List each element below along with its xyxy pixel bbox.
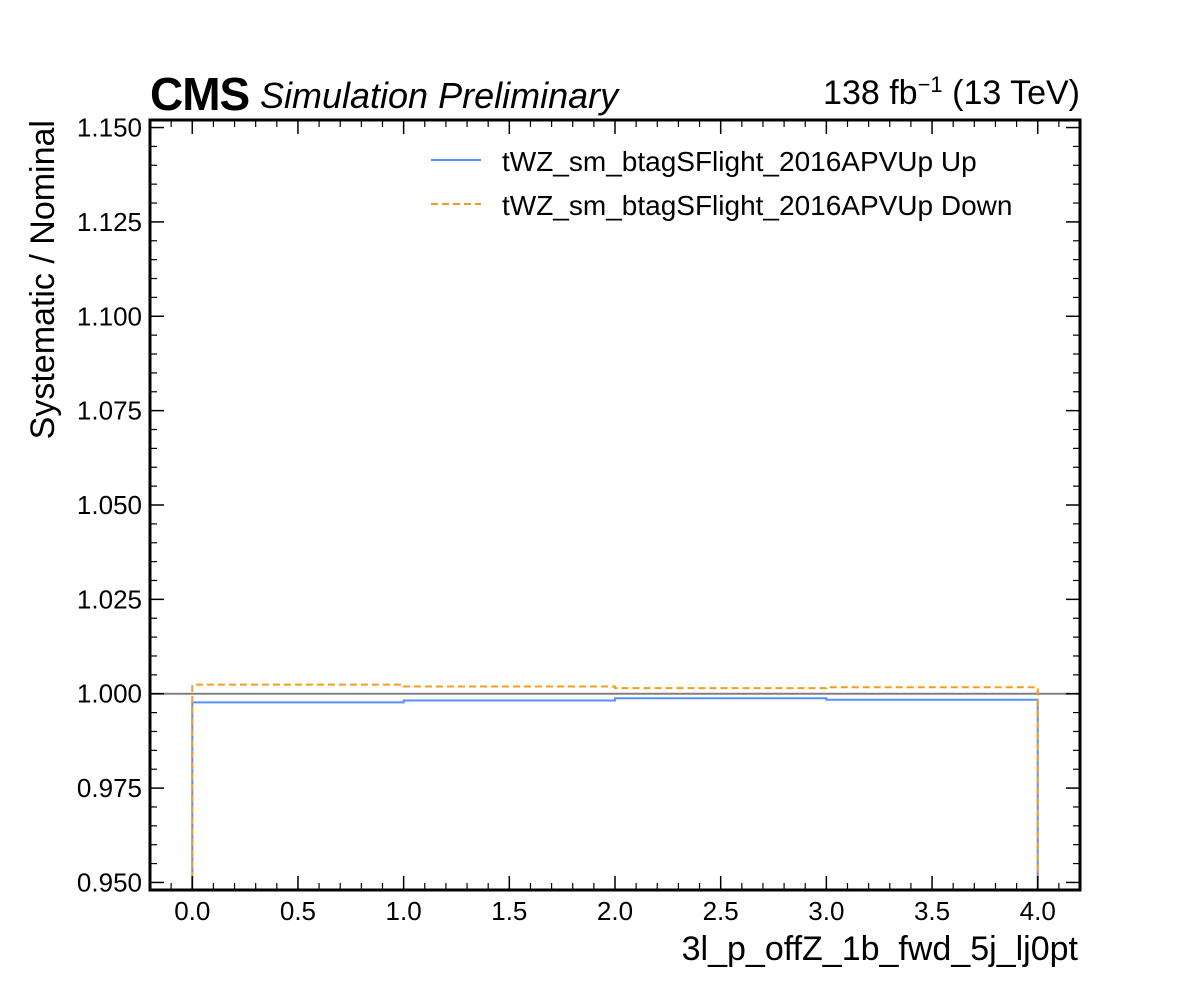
y-axis-label: Systematic / Nominal <box>24 120 62 439</box>
x-tick-label: 1.5 <box>491 896 527 926</box>
x-tick-label: 3.5 <box>914 896 950 926</box>
y-tick-label: 0.975 <box>77 773 142 803</box>
luminosity-label: 138 fb−1 (13 TeV) <box>823 72 1080 112</box>
x-tick-label: 0.0 <box>174 896 210 926</box>
legend: tWZ_sm_btagSFlight_2016APVUp Up tWZ_sm_b… <box>431 146 1012 221</box>
simulation-preliminary-label: Simulation Preliminary <box>260 75 620 116</box>
y-tick-label: 1.125 <box>77 207 142 237</box>
x-axis-label: 3l_p_offZ_1b_fwd_5j_lj0pt <box>682 930 1079 968</box>
y-tick-label: 1.150 <box>77 113 142 143</box>
x-tick-label: 2.5 <box>703 896 739 926</box>
series-step-down <box>191 683 1039 890</box>
cms-label: CMS <box>150 68 249 120</box>
x-tick-label: 0.5 <box>280 896 316 926</box>
x-tick-label: 3.0 <box>808 896 844 926</box>
y-tick-label: 0.950 <box>77 867 142 897</box>
axis-ticks: 0.0 0.5 1.0 1.5 2.0 2.5 3.0 3.5 4.0 0.950 0.975 1.0… <box>77 113 1081 926</box>
y-tick-label: 1.075 <box>77 396 142 426</box>
plot-frame <box>148 118 1082 892</box>
x-tick-label: 4.0 <box>1020 896 1056 926</box>
x-tick-label: 2.0 <box>597 896 633 926</box>
legend-label-up: tWZ_sm_btagSFlight_2016APVUp Up <box>502 146 977 177</box>
y-tick-label: 1.000 <box>77 679 142 709</box>
legend-label-down: tWZ_sm_btagSFlight_2016APVUp Down <box>502 190 1012 221</box>
y-tick-label: 1.050 <box>77 490 142 520</box>
plot-data-layer <box>150 683 1080 890</box>
x-tick-label: 1.0 <box>386 896 422 926</box>
series-step-up <box>191 697 1039 890</box>
y-tick-label: 1.100 <box>77 301 142 331</box>
y-tick-label: 1.025 <box>77 584 142 614</box>
